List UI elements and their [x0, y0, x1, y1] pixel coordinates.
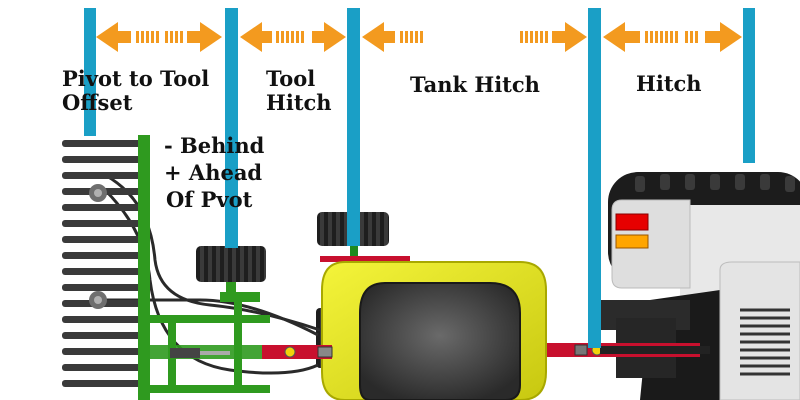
- planter-icon: [62, 135, 321, 400]
- marker-line-pivot: [84, 8, 96, 136]
- label-line: Offset: [62, 90, 133, 115]
- marker-line-tool: [225, 8, 238, 248]
- label-hitch: Hitch: [636, 72, 702, 96]
- tire-icon: [196, 246, 266, 282]
- tool-hitch-bar: [262, 345, 333, 359]
- double-arrow-icon: [240, 22, 346, 52]
- label-pivot-to-tool-offset: Pivot to Tool Offset: [62, 67, 209, 115]
- label-line: Tank Hitch: [410, 72, 540, 97]
- double-arrow-icon: [603, 22, 742, 52]
- offset-note: - Behind + Ahead Of Pvot: [164, 132, 264, 213]
- label-line: Hitch: [636, 71, 702, 96]
- marker-line-tool-hitch: [347, 8, 360, 246]
- label-line: Pivot to Tool: [62, 66, 210, 91]
- offset-note-of-pivot: Of Pvot: [166, 187, 253, 212]
- double-arrow-icon: [96, 22, 222, 52]
- tractor-icon: [600, 172, 800, 400]
- label-line: Tool: [266, 66, 316, 91]
- marker-line-tractor-hitch: [743, 8, 755, 163]
- marker-line-tank-hitch: [588, 8, 601, 348]
- offset-note-behind: - Behind: [164, 133, 265, 158]
- label-tank-hitch: Tank Hitch: [410, 73, 540, 97]
- tractor-drawbar: [540, 343, 710, 357]
- label-line: Hitch: [266, 90, 332, 115]
- offset-note-ahead: + Ahead: [164, 160, 263, 185]
- dimension-arrows: [96, 22, 742, 52]
- left-arrow-icon: [362, 22, 423, 52]
- label-tool-hitch: Tool Hitch: [266, 67, 332, 115]
- tank-icon: [316, 212, 547, 400]
- marker-lines: [84, 8, 755, 348]
- right-arrow-icon: [520, 22, 587, 52]
